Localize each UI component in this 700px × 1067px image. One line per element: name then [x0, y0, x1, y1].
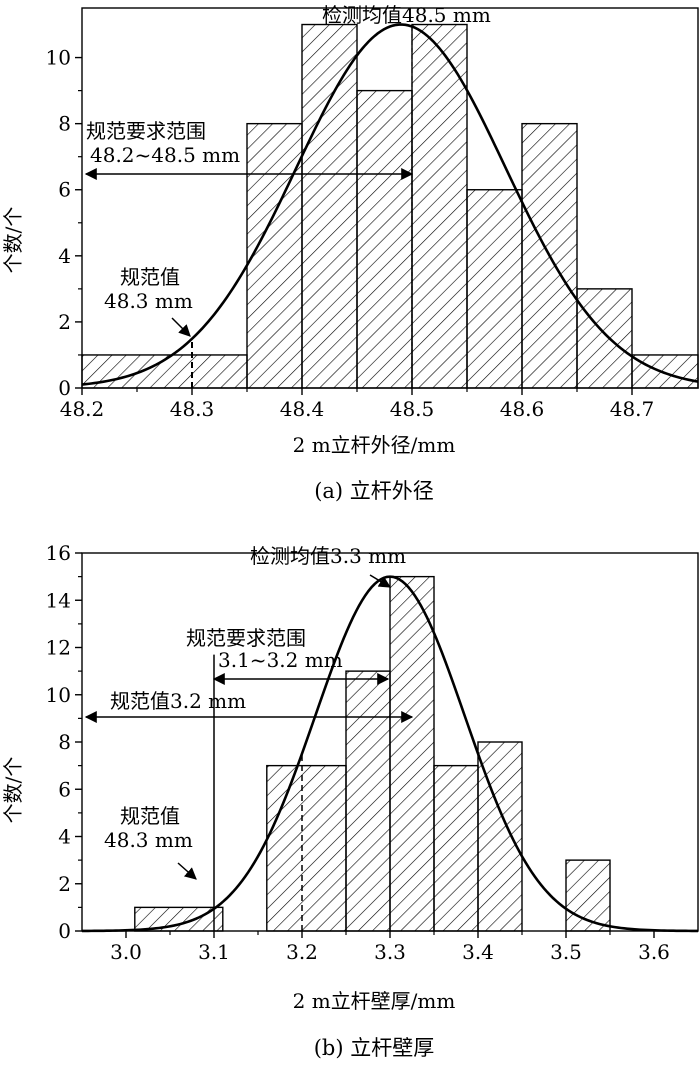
chart-b-range-label-2: 3.1~3.2 mm	[218, 648, 343, 672]
chart-b-ytick-label-5: 10	[46, 683, 71, 707]
chart-b-xtick-label-6: 3.6	[638, 940, 670, 964]
chart-a-bar-3	[356, 89, 413, 389]
chart-a-ytick-label-3: 6	[58, 178, 71, 202]
chart-a-svg: 0 2 4 6 8 10 48.2 48.3 48.4 48.5 48.6 48.7 检测均值48.5…	[1, 3, 699, 503]
chart-a-caption: (a) 立杆外径	[314, 479, 434, 503]
chart-panel-a: 0 2 4 6 8 10 48.2 48.3 48.4 48.5 48.6 48.7 检测均值48.5…	[0, 0, 700, 525]
chart-a-annotations: 检测均值48.5 mm 规范要求范围 48.2~48.5 mm 规范值 48.3…	[84, 3, 491, 337]
chart-a-spec-label-1: 规范值	[120, 265, 180, 289]
chart-a-mean-label: 检测均值48.5 mm	[322, 3, 491, 27]
chart-a-spec-label-2: 48.3 mm	[104, 289, 193, 313]
chart-a-normal-curve	[81, 23, 699, 386]
chart-b-spec-label-2: 48.3 mm	[104, 828, 193, 852]
chart-a-ytick-label-2: 4	[58, 244, 71, 268]
chart-a-xtick-label-3: 48.5	[390, 397, 435, 421]
chart-b-ylabel: 个数/个	[1, 757, 25, 824]
chart-b-xtick-label-1: 3.1	[198, 940, 230, 964]
chart-b-bar-1	[266, 764, 347, 932]
chart-b-ytick-label-4: 8	[58, 730, 71, 754]
chart-a-xtick-label-5: 48.7	[610, 397, 655, 421]
chart-a-plot-frame	[81, 7, 699, 389]
chart-a-bar-1	[246, 122, 303, 389]
chart-a-axes: 0 2 4 6 8 10 48.2 48.3 48.4 48.5 48.6 48.7	[46, 7, 699, 421]
chart-a-bars	[81, 23, 699, 389]
chart-a-bar-4	[411, 23, 468, 389]
chart-b-range-label-1: 规范要求范围	[186, 626, 306, 650]
chart-a-ytick-label-0: 0	[58, 376, 71, 400]
chart-b-spec-pointer	[177, 862, 197, 880]
chart-b-axes: 0 2 4 6 8 10 12 14 16 3.0 3.1 3.2 3.3 3.4 3.5 3.6	[46, 541, 699, 964]
chart-b-spec-label-1: 规范值	[120, 804, 180, 828]
chart-b-ytick-label-2: 4	[58, 825, 71, 849]
chart-a-bar-8	[631, 354, 699, 389]
chart-b-bar-4	[433, 764, 479, 932]
chart-b-xlabel: 2 m立杆壁厚/mm	[293, 989, 456, 1013]
chart-a-xtick-label-1: 48.3	[170, 397, 215, 421]
chart-b-svg: 0 2 4 6 8 10 12 14 16 3.0 3.1 3.2 3.3 3.4 3.5 3.6 检测均值3…	[1, 541, 699, 1060]
chart-a-xtick-label-4: 48.6	[500, 397, 545, 421]
chart-b-ytick-label-8: 16	[46, 541, 71, 565]
chart-b-caption: (b) 立杆壁厚	[314, 1036, 435, 1060]
chart-b-annotations: 检测均值3.3 mm 规范要求范围 3.1~3.2 mm 规范值3.2 mm 规…	[84, 544, 414, 880]
chart-b-xtick-label-2: 3.2	[286, 940, 318, 964]
chart-a-bar-5	[466, 189, 523, 389]
chart-b-ytick-label-1: 2	[58, 872, 71, 896]
chart-a-xlabel: 2 m立杆外径/mm	[293, 433, 456, 457]
chart-b-ytick-label-0: 0	[58, 919, 71, 943]
chart-a-spec-pointer	[171, 317, 191, 337]
chart-a-xtick-label-2: 48.4	[280, 397, 325, 421]
chart-a-ytick-label-4: 8	[58, 112, 71, 136]
chart-a-xtick-label-0: 48.2	[60, 397, 105, 421]
chart-a-ytick-label-1: 2	[58, 310, 71, 334]
chart-b-xtick-label-0: 3.0	[110, 940, 142, 964]
chart-a-ylabel: 个数/个	[1, 207, 25, 274]
chart-b-ytick-label-7: 14	[46, 588, 71, 612]
chart-b-ytick-label-6: 12	[46, 636, 71, 660]
chart-b-xtick-label-4: 3.4	[462, 940, 494, 964]
chart-a-range-label-1: 规范要求范围	[86, 119, 206, 143]
chart-b-xtick-label-3: 3.3	[374, 940, 406, 964]
chart-b-bar-2	[345, 670, 391, 932]
chart-b-xtick-label-5: 3.5	[550, 940, 582, 964]
chart-a-bar-7	[576, 288, 633, 389]
chart-a-ytick-label-5: 10	[46, 46, 71, 70]
chart-panel-b: 0 2 4 6 8 10 12 14 16 3.0 3.1 3.2 3.3 3.4 3.5 3.6 检测均值3…	[0, 525, 700, 1067]
chart-b-ytick-label-3: 6	[58, 777, 71, 801]
chart-b-mean-pointer	[369, 574, 392, 588]
chart-a-range-label-2: 48.2~48.5 mm	[90, 143, 240, 167]
chart-a-bar-2	[301, 23, 358, 389]
chart-b-spec-value-label: 规范值3.2 mm	[110, 689, 246, 713]
chart-b-mean-label: 检测均值3.3 mm	[250, 544, 406, 568]
chart-b-bar-3	[389, 575, 435, 932]
